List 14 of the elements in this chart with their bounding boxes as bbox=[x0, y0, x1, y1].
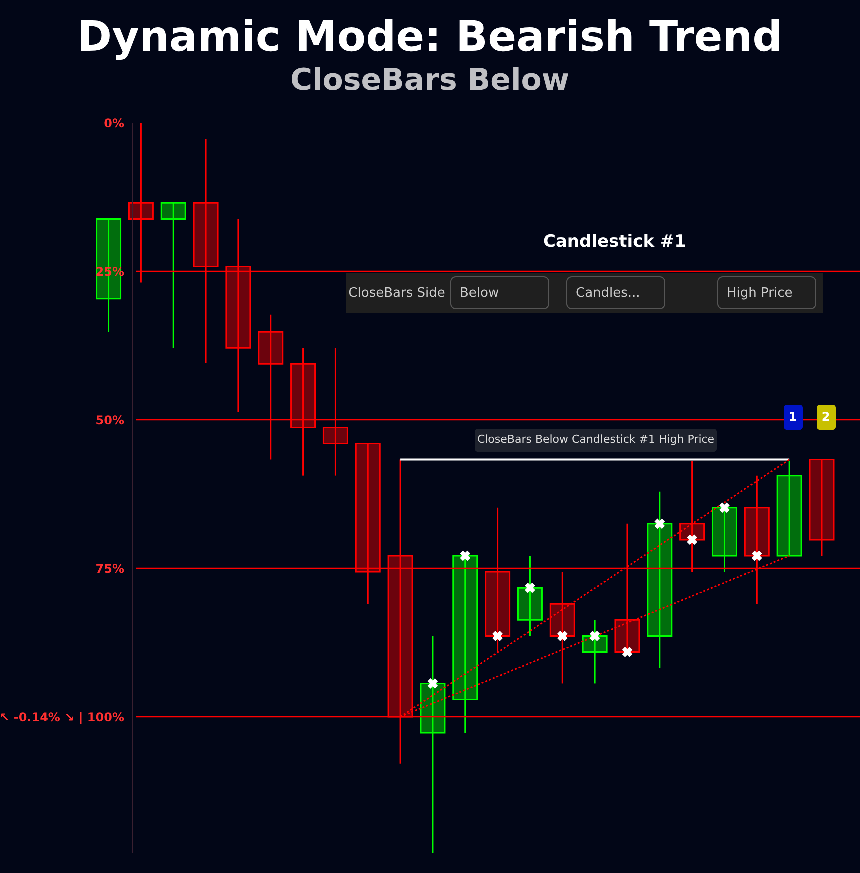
y-tick-label: 50% bbox=[96, 413, 124, 428]
chart-subtitle: CloseBars Below bbox=[290, 63, 570, 98]
ref-line-label: CloseBars Below Candlestick #1 High Price bbox=[477, 433, 715, 446]
y-tick-label: 75% bbox=[96, 562, 124, 576]
y-tick-label: ↖ -0.14% ↘ | 100% bbox=[0, 710, 124, 724]
annotation: CloseBars Side bbox=[348, 286, 446, 301]
annotation: 1 bbox=[788, 410, 798, 424]
y-tick-label: 0% bbox=[104, 116, 124, 130]
annotation: Below bbox=[460, 286, 500, 301]
annotation: High Price bbox=[727, 286, 793, 301]
chart-title: Dynamic Mode: Bearish Trend bbox=[77, 12, 783, 61]
annotation: Candlestick #1 bbox=[543, 232, 687, 252]
annotation: 2 bbox=[822, 410, 830, 424]
annotation: Candles... bbox=[576, 286, 640, 301]
